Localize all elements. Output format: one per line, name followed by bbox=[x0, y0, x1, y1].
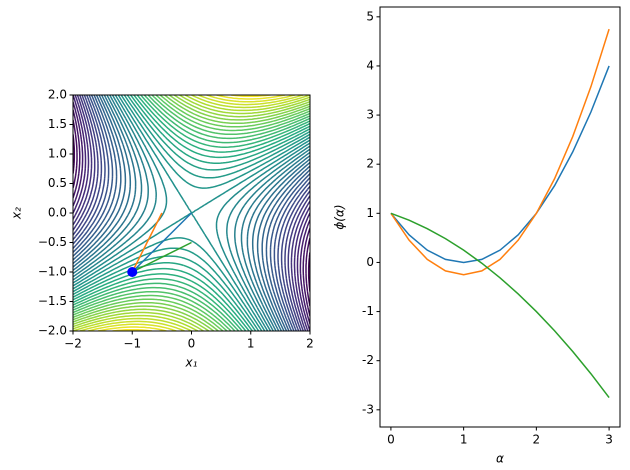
contour-line bbox=[73, 95, 310, 331]
y-tick-label: −1.5 bbox=[38, 294, 67, 308]
y-tick-label: 0.5 bbox=[48, 176, 67, 190]
x-tick-label: 2 bbox=[306, 337, 314, 351]
y-tick-label: 5 bbox=[366, 9, 374, 23]
y-tick-label: 4 bbox=[366, 58, 374, 72]
x-axis-label: α bbox=[496, 452, 504, 466]
contour-line bbox=[73, 95, 310, 331]
contour-line bbox=[73, 95, 310, 331]
line-series bbox=[131, 212, 193, 273]
y-tick-label: 2 bbox=[366, 157, 374, 171]
y-tick-label: 1.0 bbox=[48, 147, 67, 161]
axes-frame bbox=[379, 6, 621, 428]
plot-area bbox=[73, 95, 310, 331]
x-tick-label: 0 bbox=[387, 433, 395, 447]
y-axis-label: x₂ bbox=[10, 207, 24, 220]
contour-line bbox=[73, 95, 310, 331]
line-series bbox=[131, 241, 192, 273]
x-tick-label: 3 bbox=[605, 433, 613, 447]
x-tick-label: −1 bbox=[123, 337, 141, 351]
x-tick-label: 0 bbox=[188, 337, 196, 351]
y-tick-label: 0.0 bbox=[48, 206, 67, 220]
contour-line bbox=[73, 95, 310, 331]
y-tick-label: −0.5 bbox=[38, 235, 67, 249]
y-tick-label: 1 bbox=[366, 206, 374, 220]
line-series bbox=[390, 212, 610, 398]
line-series bbox=[390, 28, 610, 276]
line-series bbox=[390, 65, 610, 264]
line-series bbox=[131, 212, 163, 273]
y-tick-label: -2 bbox=[362, 353, 374, 367]
plot-area bbox=[390, 28, 610, 398]
contour-line bbox=[73, 95, 310, 331]
x-tick-label: 1 bbox=[247, 337, 255, 351]
x-tick-label: 2 bbox=[533, 433, 541, 447]
contour-line bbox=[73, 95, 310, 331]
y-tick-label: 0 bbox=[366, 255, 374, 269]
x-tick-label: 1 bbox=[460, 433, 468, 447]
contour-line bbox=[73, 95, 310, 331]
contour-line bbox=[73, 95, 310, 331]
contour-line bbox=[73, 95, 310, 331]
contour-line bbox=[73, 95, 310, 331]
y-tick-label: 2.0 bbox=[48, 88, 67, 102]
point bbox=[127, 267, 138, 277]
contour-line bbox=[73, 95, 310, 331]
y-tick-label: 1.5 bbox=[48, 117, 67, 131]
contour-line bbox=[73, 95, 310, 331]
y-tick-label: -1 bbox=[362, 304, 374, 318]
y-axis-label: ϕ(α) bbox=[333, 204, 347, 229]
contour-line bbox=[73, 95, 310, 331]
contour-line bbox=[73, 95, 310, 331]
contour-line bbox=[73, 95, 310, 331]
x-axis-label: x₁ bbox=[185, 356, 198, 370]
y-tick-label: −2.0 bbox=[38, 324, 67, 338]
y-tick-label: 3 bbox=[366, 108, 374, 122]
y-tick-label: −1.0 bbox=[38, 265, 67, 279]
x-tick-label: −2 bbox=[64, 337, 82, 351]
y-tick-label: -3 bbox=[362, 402, 374, 416]
contour-line bbox=[73, 95, 310, 331]
